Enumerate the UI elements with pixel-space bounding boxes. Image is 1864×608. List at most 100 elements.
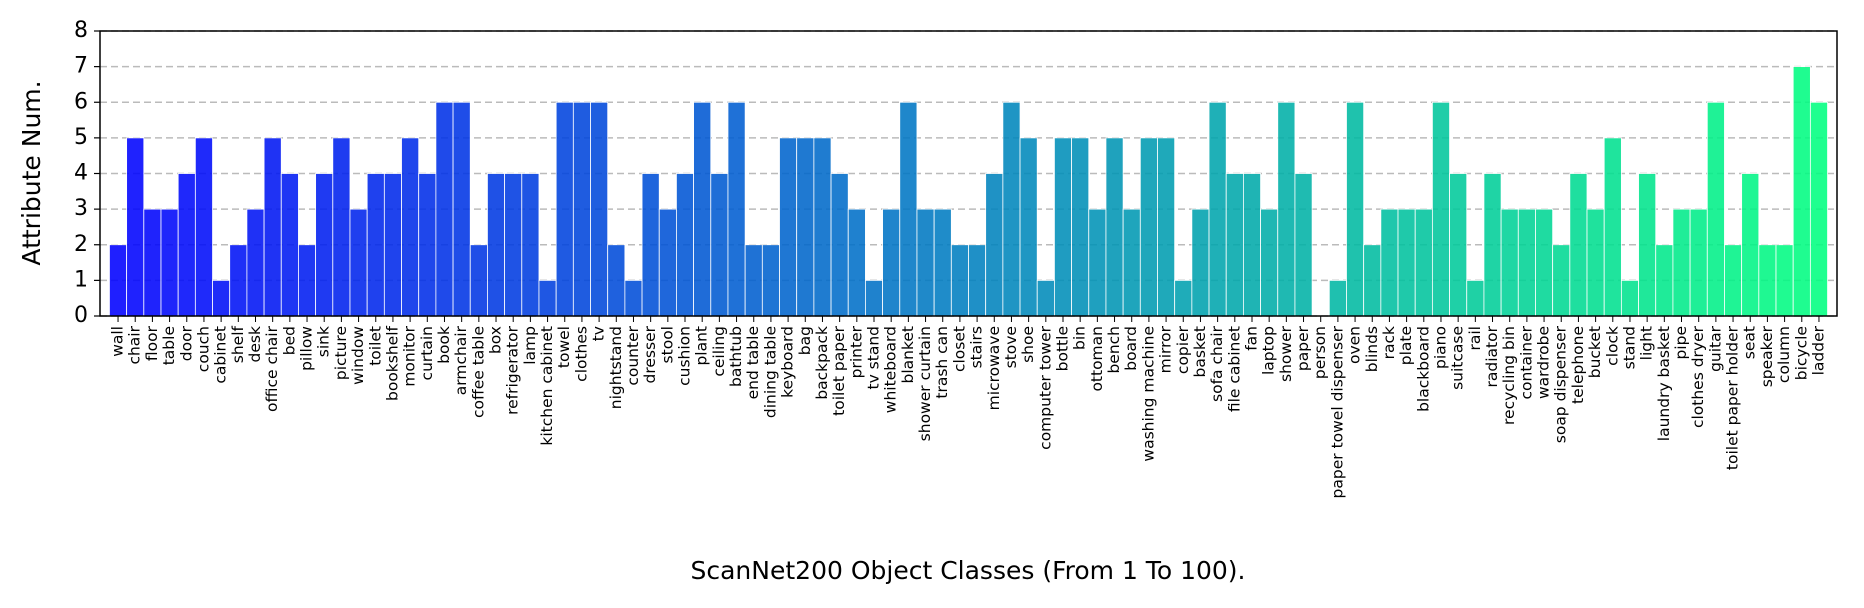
bar bbox=[813, 137, 832, 317]
x-tick-label: floor bbox=[143, 325, 161, 361]
x-tick-label: trash can bbox=[933, 326, 951, 399]
plot-frame bbox=[99, 30, 1838, 317]
x-tick-label: wardrobe bbox=[1535, 326, 1553, 399]
x-tick-label: armchair bbox=[452, 325, 470, 395]
x-tick-label: person bbox=[1311, 326, 1329, 379]
y-tick-label: 4 bbox=[74, 161, 88, 186]
bar bbox=[1775, 244, 1794, 317]
x-tick-label: blanket bbox=[899, 326, 917, 384]
x-tick-label: laundry basket bbox=[1655, 326, 1673, 441]
bar bbox=[624, 279, 643, 317]
y-tick-label: 0 bbox=[74, 303, 88, 328]
bar bbox=[727, 101, 746, 317]
x-tick-label: blackboard bbox=[1414, 326, 1432, 412]
x-tick-label: bucket bbox=[1586, 326, 1604, 378]
bar bbox=[1191, 208, 1210, 317]
bar bbox=[1552, 244, 1571, 317]
x-tick-label: basket bbox=[1191, 326, 1209, 377]
y-tick-label: 3 bbox=[74, 196, 88, 221]
x-tick-label: box bbox=[487, 326, 505, 354]
x-tick-label: file cabinet bbox=[1225, 326, 1243, 412]
bar bbox=[1466, 279, 1485, 317]
bar bbox=[1431, 101, 1450, 317]
bar bbox=[641, 173, 660, 317]
x-tick-label: door bbox=[177, 325, 195, 361]
x-tick-label: clothes bbox=[572, 326, 590, 382]
x-tick-label: clothes dryer bbox=[1689, 325, 1707, 428]
x-tick-label: radiator bbox=[1483, 325, 1501, 387]
bar bbox=[1157, 137, 1176, 317]
bar bbox=[1225, 173, 1244, 317]
x-tick-label: stairs bbox=[968, 326, 986, 368]
x-tick-label: telephone bbox=[1569, 326, 1587, 404]
bar bbox=[555, 101, 574, 317]
x-tick-label: wall bbox=[109, 326, 127, 357]
x-tick-label: mirror bbox=[1157, 325, 1175, 373]
bar bbox=[1105, 137, 1124, 317]
bar bbox=[865, 279, 883, 317]
x-tick-label: stool bbox=[658, 326, 676, 363]
bar bbox=[177, 173, 196, 317]
x-tick-label: light bbox=[1638, 326, 1656, 360]
x-tick-label: backpack bbox=[813, 326, 831, 400]
x-tick-label: bookshelf bbox=[383, 325, 401, 401]
x-tick-label: chair bbox=[126, 325, 144, 364]
x-tick-label: fan bbox=[1242, 326, 1260, 351]
x-tick-label: toilet paper bbox=[830, 325, 848, 415]
y-tick-label: 6 bbox=[74, 89, 88, 114]
x-tick-label: speaker bbox=[1758, 325, 1776, 387]
x-tick-label: paper bbox=[1294, 325, 1312, 371]
bar bbox=[1569, 173, 1588, 317]
x-tick-label: paper towel dispenser bbox=[1328, 325, 1346, 498]
x-tick-label: seat bbox=[1741, 326, 1759, 359]
bar bbox=[1535, 208, 1554, 317]
bar bbox=[487, 173, 506, 317]
bar bbox=[1380, 208, 1399, 317]
bar bbox=[590, 101, 609, 317]
x-tick-label: picture bbox=[332, 326, 350, 380]
bar bbox=[435, 101, 454, 317]
bar bbox=[521, 173, 540, 317]
bar bbox=[418, 173, 437, 317]
x-tick-label: dining table bbox=[761, 326, 779, 418]
x-tick-label: soap dispenser bbox=[1552, 325, 1570, 443]
bar bbox=[143, 208, 162, 317]
bar bbox=[1277, 101, 1296, 317]
x-tick-label: table bbox=[160, 326, 178, 365]
bar bbox=[1724, 244, 1743, 317]
bar bbox=[1500, 208, 1519, 317]
bar bbox=[1397, 208, 1416, 317]
bar bbox=[1088, 208, 1107, 317]
bar bbox=[332, 137, 351, 317]
bar bbox=[349, 208, 368, 317]
x-tick-label: nightstand bbox=[607, 326, 625, 409]
x-tick-label: dresser bbox=[641, 325, 659, 383]
x-tick-label: laptop bbox=[1260, 326, 1278, 375]
bar bbox=[985, 173, 1004, 317]
x-tick-label: printer bbox=[847, 325, 865, 378]
x-tick-label: stove bbox=[1002, 326, 1020, 368]
x-tick-label: coffee table bbox=[469, 326, 487, 418]
y-tick-label: 7 bbox=[74, 54, 88, 79]
bar bbox=[572, 101, 591, 317]
bar bbox=[710, 173, 729, 317]
x-tick-label: curtain bbox=[418, 326, 436, 380]
x-tick-label: copier bbox=[1174, 325, 1192, 374]
x-tick-label: bed bbox=[280, 326, 298, 355]
x-tick-label: tv bbox=[590, 326, 608, 341]
bar bbox=[1071, 137, 1090, 317]
bar bbox=[160, 208, 179, 317]
x-tick-label: washing machine bbox=[1139, 326, 1157, 462]
bar bbox=[1620, 279, 1639, 317]
bar bbox=[538, 279, 557, 317]
x-tick-label: shower bbox=[1277, 325, 1295, 382]
bar bbox=[1414, 208, 1433, 317]
x-tick-label: computer tower bbox=[1036, 325, 1054, 449]
bar bbox=[676, 173, 695, 317]
x-tick-label: recycling bin bbox=[1500, 326, 1518, 425]
x-tick-label: rack bbox=[1380, 326, 1398, 359]
x-tick-label: window bbox=[349, 326, 367, 385]
bar bbox=[1002, 101, 1021, 317]
bar bbox=[1603, 137, 1622, 317]
